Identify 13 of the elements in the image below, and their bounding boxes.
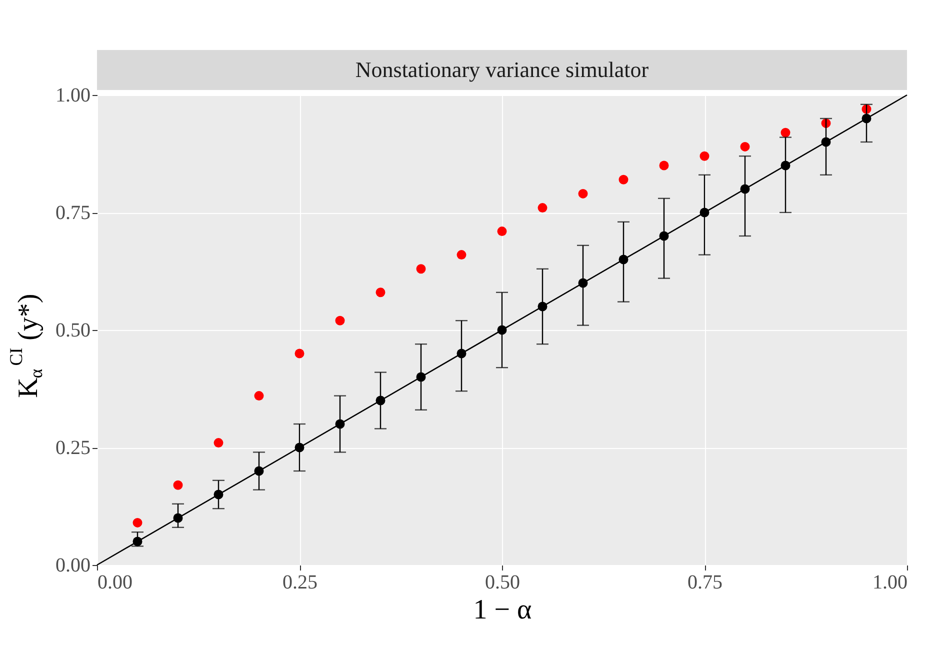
x-tick-label: 0.75	[688, 572, 722, 594]
x-axis-title: 1 − α	[473, 594, 532, 626]
x-tick-label: 0.25	[282, 572, 318, 594]
y-axis-title: KαCI(y*)	[6, 294, 46, 398]
chart-title: Nonstationary variance simulator	[355, 57, 650, 82]
x-tick-label: 1.00	[872, 572, 908, 594]
y-tick-label: 0.75	[56, 202, 90, 224]
y-tick-label: 1.00	[56, 84, 90, 106]
y-tick-label: 0.25	[56, 437, 90, 459]
x-tick-label: 0.00	[98, 572, 132, 594]
y-tick-label: 0.50	[56, 320, 90, 342]
y-tick-label: 0.00	[56, 554, 90, 576]
x-tick-label: 0.50	[485, 572, 520, 594]
